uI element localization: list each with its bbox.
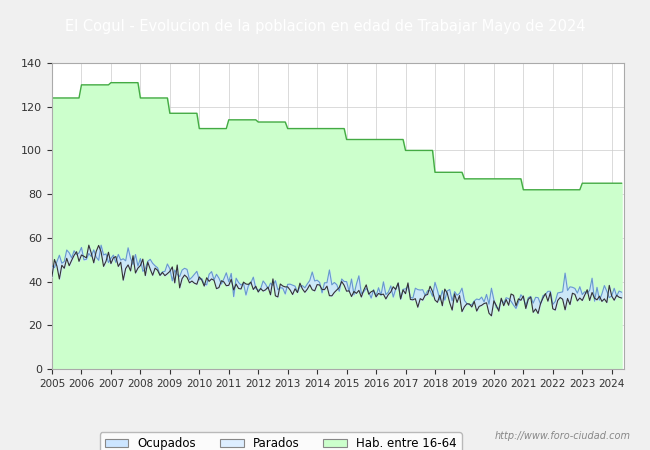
Text: http://www.foro-ciudad.com: http://www.foro-ciudad.com [495, 431, 630, 441]
Text: El Cogul - Evolucion de la poblacion en edad de Trabajar Mayo de 2024: El Cogul - Evolucion de la poblacion en … [65, 19, 585, 35]
Legend: Ocupados, Parados, Hab. entre 16-64: Ocupados, Parados, Hab. entre 16-64 [100, 432, 462, 450]
